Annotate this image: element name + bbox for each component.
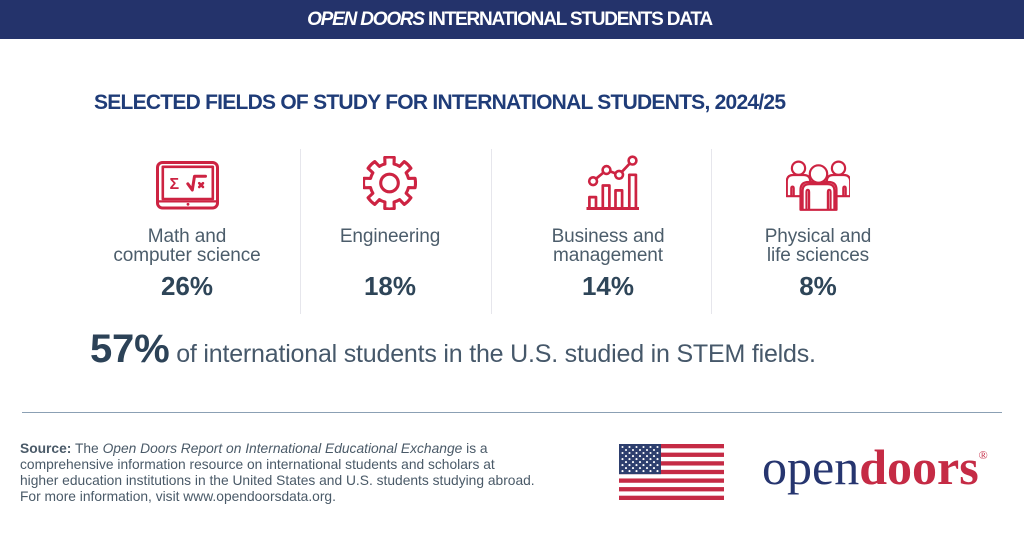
svg-text:Σ: Σ — [170, 176, 180, 193]
